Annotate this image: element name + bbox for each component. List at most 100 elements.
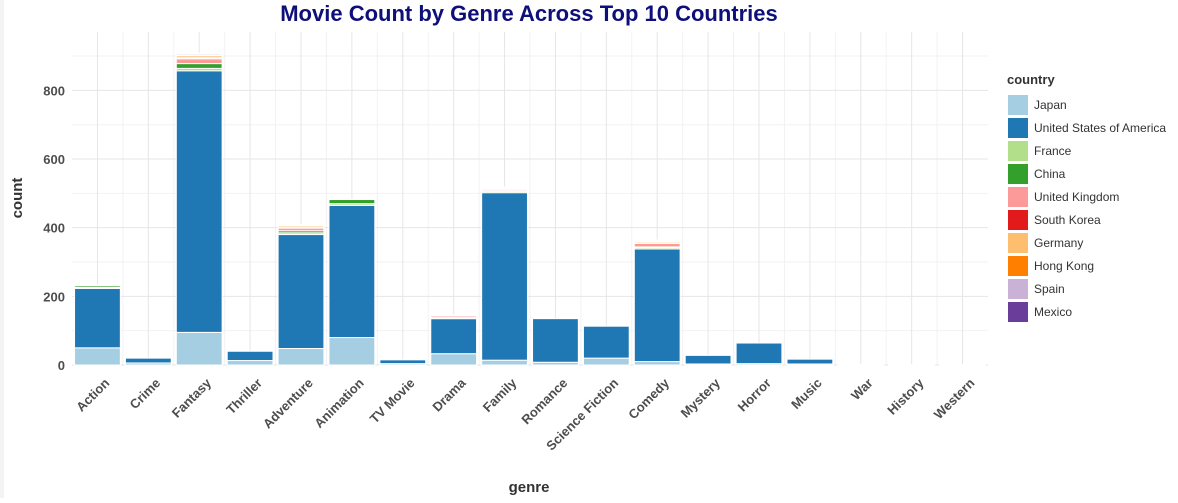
legend-title: country — [1007, 72, 1055, 87]
bar-segment — [582, 325, 630, 359]
x-tick-label: Western — [931, 375, 978, 422]
y-axis-ticks: 0 200 400 600 800 — [43, 83, 65, 373]
bar-stack — [124, 357, 172, 366]
x-tick-label: Fantasy — [169, 375, 215, 421]
bar-stack — [277, 224, 325, 366]
bar-stack — [939, 364, 986, 366]
bar-stack — [633, 239, 681, 366]
bar-segment — [328, 199, 376, 205]
legend-item: Japan — [1008, 95, 1067, 115]
bar-segment — [175, 70, 223, 333]
legend-item: South Korea — [1008, 210, 1101, 230]
x-tick-label: Adventure — [260, 375, 316, 431]
bar-segment — [633, 248, 681, 363]
bar-segment — [74, 284, 121, 287]
legend-swatch — [1008, 256, 1028, 276]
bar-stack — [175, 52, 223, 366]
legend-item: Mexico — [1008, 302, 1072, 322]
bar-segment — [735, 342, 783, 365]
bar-segment — [633, 242, 681, 248]
bar-segment — [430, 353, 478, 366]
bar-segment — [888, 364, 936, 366]
bar-stack — [786, 358, 834, 366]
legend-item: United States of America — [1008, 118, 1166, 138]
bar-stack — [74, 284, 121, 366]
legend-label: France — [1034, 144, 1072, 158]
x-tick-label: Romance — [518, 375, 570, 427]
bar-stack — [582, 325, 630, 366]
bar-stack — [532, 318, 579, 366]
bar-segment — [582, 357, 630, 366]
bar-segment — [175, 52, 223, 55]
bar-segment — [532, 318, 579, 363]
bar-segment — [430, 314, 478, 316]
x-tick-label: TV Movie — [367, 375, 418, 426]
legend-label: South Korea — [1034, 213, 1101, 227]
x-tick-label: Crime — [127, 375, 164, 412]
bar-segment — [328, 204, 376, 339]
bar-segment — [226, 360, 274, 366]
bar-segment — [277, 234, 325, 350]
bar-stack — [328, 199, 376, 366]
bar-segment — [481, 186, 528, 189]
legend-item: Spain — [1008, 279, 1065, 299]
left-edge-strip — [0, 0, 4, 498]
legend-label: Hong Kong — [1034, 259, 1094, 273]
bar-segment — [481, 359, 528, 366]
y-tick-label: 200 — [43, 289, 65, 304]
bars — [74, 52, 986, 366]
bar-stack — [481, 186, 528, 366]
bar-segment — [481, 192, 528, 361]
bar-segment — [430, 318, 478, 355]
legend-swatch — [1008, 95, 1028, 115]
legend-item: United Kingdom — [1008, 187, 1119, 207]
bar-segment — [633, 361, 681, 366]
bar-segment — [226, 350, 274, 362]
bar-segment — [74, 347, 121, 366]
bar-stack — [837, 364, 885, 366]
bar-segment — [633, 239, 681, 242]
x-tick-label: History — [884, 375, 927, 418]
bar-segment — [939, 364, 986, 366]
legend: Japan United States of America France China… — [1008, 95, 1166, 322]
bar-segment — [175, 58, 223, 65]
y-tick-label: 600 — [43, 152, 65, 167]
legend-item: China — [1008, 164, 1066, 184]
y-tick-label: 800 — [43, 83, 65, 98]
x-tick-label: Animation — [311, 375, 367, 431]
x-tick-label: Action — [73, 375, 112, 414]
bar-segment — [786, 358, 834, 365]
bar-segment — [175, 331, 223, 366]
bar-stack — [226, 350, 274, 366]
bar-stack — [888, 364, 936, 366]
legend-swatch — [1008, 187, 1028, 207]
x-tick-label: War — [848, 375, 876, 403]
legend-swatch — [1008, 233, 1028, 253]
bar-segment — [124, 357, 172, 364]
bar-segment — [277, 348, 325, 366]
bar-stack — [684, 354, 732, 366]
bar-segment — [328, 337, 376, 366]
legend-label: Japan — [1034, 98, 1067, 112]
legend-swatch — [1008, 118, 1028, 138]
bar-segment — [74, 287, 121, 349]
x-axis-ticks: Action Crime Fantasy ThrillerAdventureAnima… — [73, 375, 977, 454]
legend-swatch — [1008, 279, 1028, 299]
legend-swatch — [1008, 164, 1028, 184]
legend-swatch — [1008, 302, 1028, 322]
legend-label: United Kingdom — [1034, 190, 1119, 204]
legend-item: Hong Kong — [1008, 256, 1094, 276]
y-tick-label: 0 — [58, 358, 65, 373]
bar-segment — [837, 364, 885, 366]
legend-swatch — [1008, 210, 1028, 230]
bar-stack — [379, 359, 427, 366]
legend-swatch — [1008, 141, 1028, 161]
legend-label: Mexico — [1034, 305, 1072, 319]
x-tick-label: Thriller — [223, 375, 265, 417]
bar-segment — [277, 224, 325, 227]
x-tick-label: Mystery — [678, 375, 724, 421]
legend-item: Germany — [1008, 233, 1083, 253]
bar-stack — [430, 314, 478, 366]
